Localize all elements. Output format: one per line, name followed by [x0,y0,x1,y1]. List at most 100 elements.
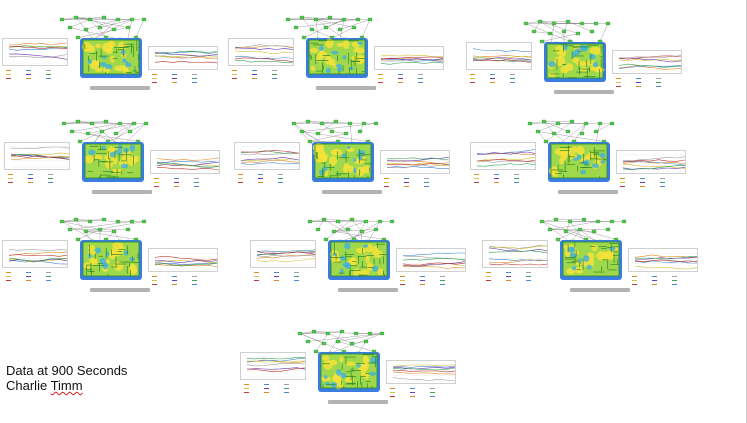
legend-swatch [486,271,491,273]
legend-row [632,282,692,286]
scrollbar[interactable] [92,190,152,194]
flow-node-icon [363,219,369,224]
legend-swatch [404,177,409,179]
flow-connector [339,19,371,30]
legend-row [400,274,460,278]
legend-swatch [652,279,657,281]
chart-series-line [402,261,466,267]
heatmap-coldspot [363,244,369,248]
flow-node-icon [115,17,121,22]
chart-legend [384,176,444,188]
legend-swatch [506,275,511,277]
legend-swatch [398,81,403,83]
heatmap-hotspot [580,66,588,74]
legend-swatch [494,173,499,175]
chart-legend [632,274,692,286]
flow-node-icon [605,21,611,26]
chart-plot [392,364,456,382]
chart-series-line [488,247,548,252]
heatmap-coldspot [95,247,101,254]
flow-node-icon [553,217,559,222]
scrollbar[interactable] [570,288,630,292]
legend-swatch [636,81,641,83]
legend-row [154,176,214,180]
heatmap-hotspot [129,263,136,272]
legend-swatch [632,283,637,285]
chart-series-line [380,58,444,61]
flow-node-icon [129,219,135,224]
legend-swatch [494,177,499,179]
flow-connector [75,17,119,20]
scrollbar[interactable] [90,86,150,90]
line-chart [470,142,536,170]
flow-node-icon [129,17,135,22]
flow-node-icon [583,121,589,126]
legend-swatch [28,173,33,175]
chart-series-line [154,259,218,264]
legend-swatch [294,271,299,273]
flow-node-icon [341,17,347,22]
heatmap-coldspot [104,64,113,70]
legend-swatch [152,77,157,79]
legend-swatch [172,279,177,281]
line-chart [234,142,300,170]
heatmap-coldspot [102,262,109,270]
legend-swatch [192,279,197,281]
chart-legend [8,172,68,184]
legend-row [400,282,460,286]
chart-series-line [472,59,532,63]
chart-series-line [380,54,444,58]
flow-connector [563,21,569,32]
heatmap-hotspot [329,155,338,166]
chart-plot [10,146,70,168]
scrollbar[interactable] [90,288,150,292]
scrollbar[interactable] [316,86,376,90]
flow-node-icon [323,237,329,242]
legend-swatch [274,271,279,273]
heatmap-coldspot [120,163,129,169]
chart-series-line [240,150,300,154]
chart-series-line [246,357,305,360]
chart-series-line [472,57,532,62]
scrollbar[interactable] [322,190,382,194]
legend-swatch [424,185,429,187]
flow-node-icon [345,227,351,232]
flow-node-icon [353,331,359,336]
scrollbar[interactable] [558,190,618,194]
legend-swatch [274,279,279,281]
flow-connector [311,29,333,38]
heatmap-coldspot [319,45,324,51]
legend-swatch [640,177,645,179]
legend-swatch [494,181,499,183]
legend-swatch [244,383,249,385]
flow-node-icon [299,129,305,134]
chart-plot [380,50,444,68]
legend-swatch [384,181,389,183]
legend-row [486,278,546,282]
legend-row [238,172,298,176]
scrollbar[interactable] [338,288,398,292]
chart-series-line [488,258,548,262]
flow-connector [77,121,121,124]
flow-connector [325,219,353,240]
heatmap-hotspot [121,155,130,162]
legend-swatch [6,275,11,277]
legend-row [6,76,66,80]
legend-swatch [400,275,405,277]
heatmap-hotspot [331,149,340,155]
flow-connector [327,333,353,344]
chart-series-line [240,162,299,165]
chart-series-line [402,266,466,269]
legend-swatch [26,275,31,277]
maze-border [330,241,388,277]
legend-swatch [656,85,661,87]
scrollbar[interactable] [554,90,614,94]
flow-node-icon [339,329,345,334]
chart-series-line [240,156,300,161]
legend-swatch [192,81,197,83]
legend-swatch [238,173,243,175]
flow-node-icon [325,331,331,336]
legend-swatch [440,275,445,277]
scrollbar[interactable] [328,400,388,404]
legend-swatch [172,81,177,83]
